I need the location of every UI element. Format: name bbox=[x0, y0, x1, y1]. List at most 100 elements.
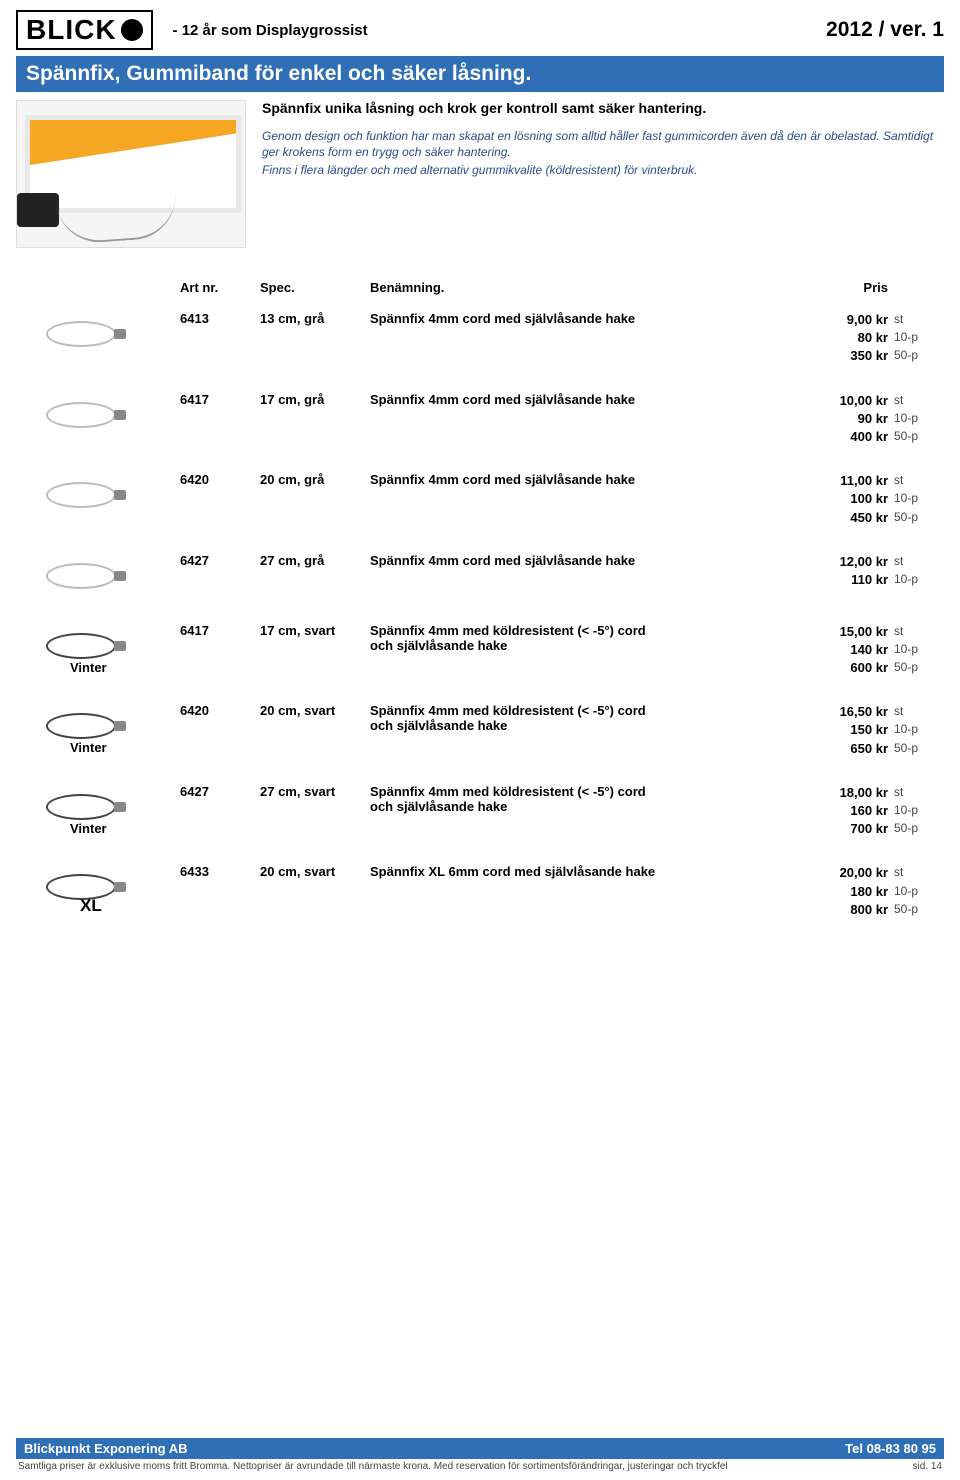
hero-paragraph-2: Finns i flera längder och med alternativ… bbox=[262, 162, 944, 178]
product-description: Spännfix 4mm cord med självlåsande hake bbox=[370, 472, 798, 527]
product-art-number: 6417 bbox=[180, 392, 260, 447]
product-row: Vinter 642727 cm, svartSpännfix 4mm med k… bbox=[40, 784, 928, 839]
price-unit: st bbox=[888, 553, 928, 571]
price-value: 90 kr bbox=[798, 410, 888, 428]
footer-company: Blickpunkt Exponering AB bbox=[24, 1441, 187, 1456]
product-spec: 20 cm, svart bbox=[260, 864, 370, 919]
product-description: Spännfix 4mm med köldresistent (< -5°) c… bbox=[370, 784, 798, 839]
price-value: 800 kr bbox=[798, 901, 888, 919]
price-unit: 50-p bbox=[888, 347, 928, 365]
product-art-number: 6417 bbox=[180, 623, 260, 678]
hero-paragraph-1: Genom design och funktion har man skapat… bbox=[262, 128, 944, 160]
price-unit: 10-p bbox=[888, 329, 928, 347]
product-prices: 16,50 krst150 kr10-p650 kr50-p bbox=[798, 703, 928, 758]
price-unit: st bbox=[888, 623, 928, 641]
header-art: Art nr. bbox=[180, 280, 260, 295]
price-unit: 50-p bbox=[888, 509, 928, 527]
price-value: 100 kr bbox=[798, 490, 888, 508]
price-unit: 50-p bbox=[888, 428, 928, 446]
price-value: 11,00 kr bbox=[798, 472, 888, 490]
price-unit: 10-p bbox=[888, 490, 928, 508]
top-row: BLICK - 12 år som Displaygrossist 2012 /… bbox=[16, 10, 944, 50]
price-value: 180 kr bbox=[798, 883, 888, 901]
product-thumb-icon bbox=[40, 392, 160, 436]
product-art-number: 6427 bbox=[180, 784, 260, 839]
product-thumb-icon: Vinter bbox=[40, 623, 160, 667]
price-unit: 10-p bbox=[888, 802, 928, 820]
price-value: 10,00 kr bbox=[798, 392, 888, 410]
price-unit: st bbox=[888, 784, 928, 802]
product-thumb-icon: Vinter bbox=[40, 703, 160, 747]
price-unit: 10-p bbox=[888, 641, 928, 659]
price-value: 15,00 kr bbox=[798, 623, 888, 641]
product-thumb-icon: Vinter bbox=[40, 784, 160, 828]
price-unit: 10-p bbox=[888, 883, 928, 901]
version: 2012 / ver. 1 bbox=[826, 18, 944, 42]
product-row: 642020 cm, gråSpännfix 4mm cord med själ… bbox=[40, 472, 928, 527]
product-spec: 20 cm, svart bbox=[260, 703, 370, 758]
product-description: Spännfix XL 6mm cord med självlåsande ha… bbox=[370, 864, 798, 919]
price-value: 20,00 kr bbox=[798, 864, 888, 882]
product-thumb-icon bbox=[40, 472, 160, 516]
price-unit: st bbox=[888, 311, 928, 329]
product-spec: 27 cm, grå bbox=[260, 553, 370, 597]
product-description: Spännfix 4mm med köldresistent (< -5°) c… bbox=[370, 703, 798, 758]
header-desc: Benämning. bbox=[370, 280, 838, 295]
header-price: Pris bbox=[838, 280, 928, 295]
product-spec: 17 cm, grå bbox=[260, 392, 370, 447]
product-description: Spännfix 4mm cord med självlåsande hake bbox=[370, 311, 798, 366]
price-value: 150 kr bbox=[798, 721, 888, 739]
logo: BLICK bbox=[16, 10, 153, 50]
price-unit: 50-p bbox=[888, 901, 928, 919]
product-prices: 15,00 krst140 kr10-p600 kr50-p bbox=[798, 623, 928, 678]
product-row: Vinter 641717 cm, svartSpännfix 4mm med k… bbox=[40, 623, 928, 678]
price-unit: 50-p bbox=[888, 820, 928, 838]
page-banner: Spännfix, Gummiband för enkel och säker … bbox=[16, 56, 944, 92]
hero-section: Spännfix unika låsning och krok ger kont… bbox=[16, 100, 944, 248]
product-row: XL643320 cm, svartSpännfix XL 6mm cord m… bbox=[40, 864, 928, 919]
price-unit: 10-p bbox=[888, 571, 928, 589]
price-unit: 50-p bbox=[888, 740, 928, 758]
product-art-number: 6413 bbox=[180, 311, 260, 366]
price-value: 16,50 kr bbox=[798, 703, 888, 721]
product-row: 641313 cm, gråSpännfix 4mm cord med själ… bbox=[40, 311, 928, 366]
hero-title: Spännfix unika låsning och krok ger kont… bbox=[262, 100, 944, 116]
price-unit: 50-p bbox=[888, 659, 928, 677]
product-description: Spännfix 4mm cord med självlåsande hake bbox=[370, 392, 798, 447]
footer-page: sid. 14 bbox=[913, 1461, 942, 1472]
price-value: 80 kr bbox=[798, 329, 888, 347]
product-row: 641717 cm, gråSpännfix 4mm cord med själ… bbox=[40, 392, 928, 447]
page-footer: Blickpunkt Exponering AB Tel 08-83 80 95… bbox=[16, 1438, 944, 1472]
table-header-row: Art nr. Spec. Benämning. Pris bbox=[40, 280, 928, 295]
product-thumb-icon bbox=[40, 553, 160, 597]
product-art-number: 6420 bbox=[180, 472, 260, 527]
price-unit: st bbox=[888, 392, 928, 410]
product-tag-label: Vinter bbox=[70, 821, 107, 836]
product-tag-label: XL bbox=[80, 896, 102, 916]
product-prices: 10,00 krst90 kr10-p400 kr50-p bbox=[798, 392, 928, 447]
product-spec: 17 cm, svart bbox=[260, 623, 370, 678]
price-value: 160 kr bbox=[798, 802, 888, 820]
product-prices: 11,00 krst100 kr10-p450 kr50-p bbox=[798, 472, 928, 527]
product-spec: 27 cm, svart bbox=[260, 784, 370, 839]
price-value: 350 kr bbox=[798, 347, 888, 365]
product-tag-label: Vinter bbox=[70, 740, 107, 755]
price-value: 400 kr bbox=[798, 428, 888, 446]
product-tag-label: Vinter bbox=[70, 660, 107, 675]
tagline: - 12 år som Displaygrossist bbox=[173, 22, 368, 39]
logo-text: BLICK bbox=[26, 14, 117, 46]
footer-disclaimer: Samtliga priser är exklusive moms fritt … bbox=[18, 1461, 728, 1472]
product-prices: 9,00 krst80 kr10-p350 kr50-p bbox=[798, 311, 928, 366]
price-value: 12,00 kr bbox=[798, 553, 888, 571]
logo-dot-icon bbox=[121, 19, 143, 41]
price-value: 650 kr bbox=[798, 740, 888, 758]
product-row: Vinter 642020 cm, svartSpännfix 4mm med k… bbox=[40, 703, 928, 758]
product-description: Spännfix 4mm cord med självlåsande hake bbox=[370, 553, 798, 597]
product-prices: 12,00 krst110 kr10-p bbox=[798, 553, 928, 597]
product-spec: 13 cm, grå bbox=[260, 311, 370, 366]
product-description: Spännfix 4mm med köldresistent (< -5°) c… bbox=[370, 623, 798, 678]
product-prices: 18,00 krst160 kr10-p700 kr50-p bbox=[798, 784, 928, 839]
price-value: 700 kr bbox=[798, 820, 888, 838]
product-art-number: 6427 bbox=[180, 553, 260, 597]
product-art-number: 6420 bbox=[180, 703, 260, 758]
